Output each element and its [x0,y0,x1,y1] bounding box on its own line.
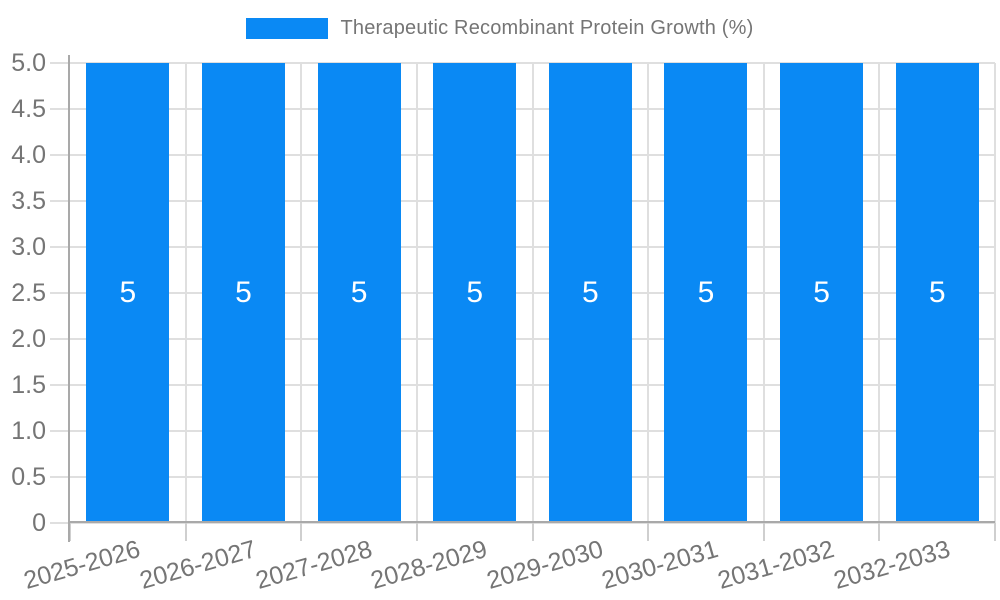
bar-2032-2033[interactable]: 5 [895,63,979,523]
y-axis-tick-label: 2.5 [11,279,46,307]
x-axis-tick [415,523,418,541]
y-axis-tick-label: 4.0 [11,141,46,169]
bar-value-label: 5 [119,276,137,309]
y-gridline [50,62,995,64]
x-gridline [994,63,996,523]
bar-value-label: 5 [928,276,946,309]
bar-2030-2031[interactable]: 5 [664,63,748,523]
x-axis-tick [300,523,303,541]
x-axis-tick-label: 2025-2026 [20,535,144,595]
bar-value-label: 5 [697,276,715,309]
y-gridline [50,522,995,524]
y-gridline [50,430,995,432]
chart-title: Therapeutic Recombinant Protein Growth (… [340,16,754,39]
x-gridline [184,63,187,523]
x-axis-tick [184,523,187,541]
y-gridline [50,384,995,386]
y-gridline [50,476,995,478]
x-axis-line [70,521,995,523]
x-axis-tick-label: 2027-2028 [252,535,375,595]
x-axis-tick-label: 2030-2031 [599,535,722,595]
x-gridline [878,63,881,523]
x-axis-tick-label: 2028-2029 [367,535,491,595]
y-gridline [50,154,995,156]
y-gridline [50,292,995,294]
x-axis-tick [69,523,71,541]
bar-2028-2029[interactable]: 5 [433,63,517,523]
y-axis-tick-label: 5.0 [11,49,46,77]
x-axis-tick [762,523,765,541]
x-axis-tick [647,523,650,541]
x-axis-tick-label: 2026-2027 [136,535,260,595]
bar-2025-2026[interactable]: 5 [86,63,170,523]
x-gridline [762,63,765,523]
y-gridline [50,108,995,110]
chart-legend: Therapeutic Recombinant Protein Growth (… [0,12,1000,44]
y-gridline [50,338,995,340]
x-axis-tick [878,523,881,541]
y-axis-line [68,55,70,542]
bar-2031-2032[interactable]: 5 [780,63,864,523]
y-gridline [50,246,995,248]
x-gridline [415,63,418,523]
y-axis-tick-label: 4.5 [11,95,46,123]
x-axis-tick-label: 2031-2032 [714,535,838,595]
bar-value-label: 5 [813,276,830,309]
bar-value-label: 5 [235,276,252,309]
y-axis-tick-label: 3.5 [11,187,46,215]
y-axis-tick-label: 1.5 [11,371,46,399]
y-axis-tick-label: 3.0 [11,233,46,261]
x-gridline [300,63,303,523]
y-axis-tick-label: 0 [32,509,46,537]
x-axis-tick [994,523,996,541]
bar-value-label: 5 [350,276,368,309]
legend-swatch[interactable] [246,17,329,39]
bar-value-label: 5 [581,276,599,309]
y-gridline [50,200,995,202]
y-axis-tick-label: 0.5 [11,463,46,491]
plot-area: 5.0 4.5 4.0 3.5 3.0 2.5 2.0 1.5 1.0 0.5 0 5 5 5 5 5 5 5 5 2… [11,49,996,595]
bar-value-label: 5 [466,276,484,309]
y-axis-tick-label: 2.0 [11,325,46,353]
x-axis-tick-label: 2032-2033 [830,535,953,595]
bar-2026-2027[interactable]: 5 [201,63,285,523]
x-axis-tick [531,523,534,541]
x-gridline [647,63,650,523]
bar-2027-2028[interactable]: 5 [317,63,401,523]
y-axis-tick-label: 1.0 [11,417,46,445]
bar-2029-2030[interactable]: 5 [548,63,632,523]
x-axis-tick-label: 2029-2030 [483,535,607,595]
x-gridline [531,63,534,523]
